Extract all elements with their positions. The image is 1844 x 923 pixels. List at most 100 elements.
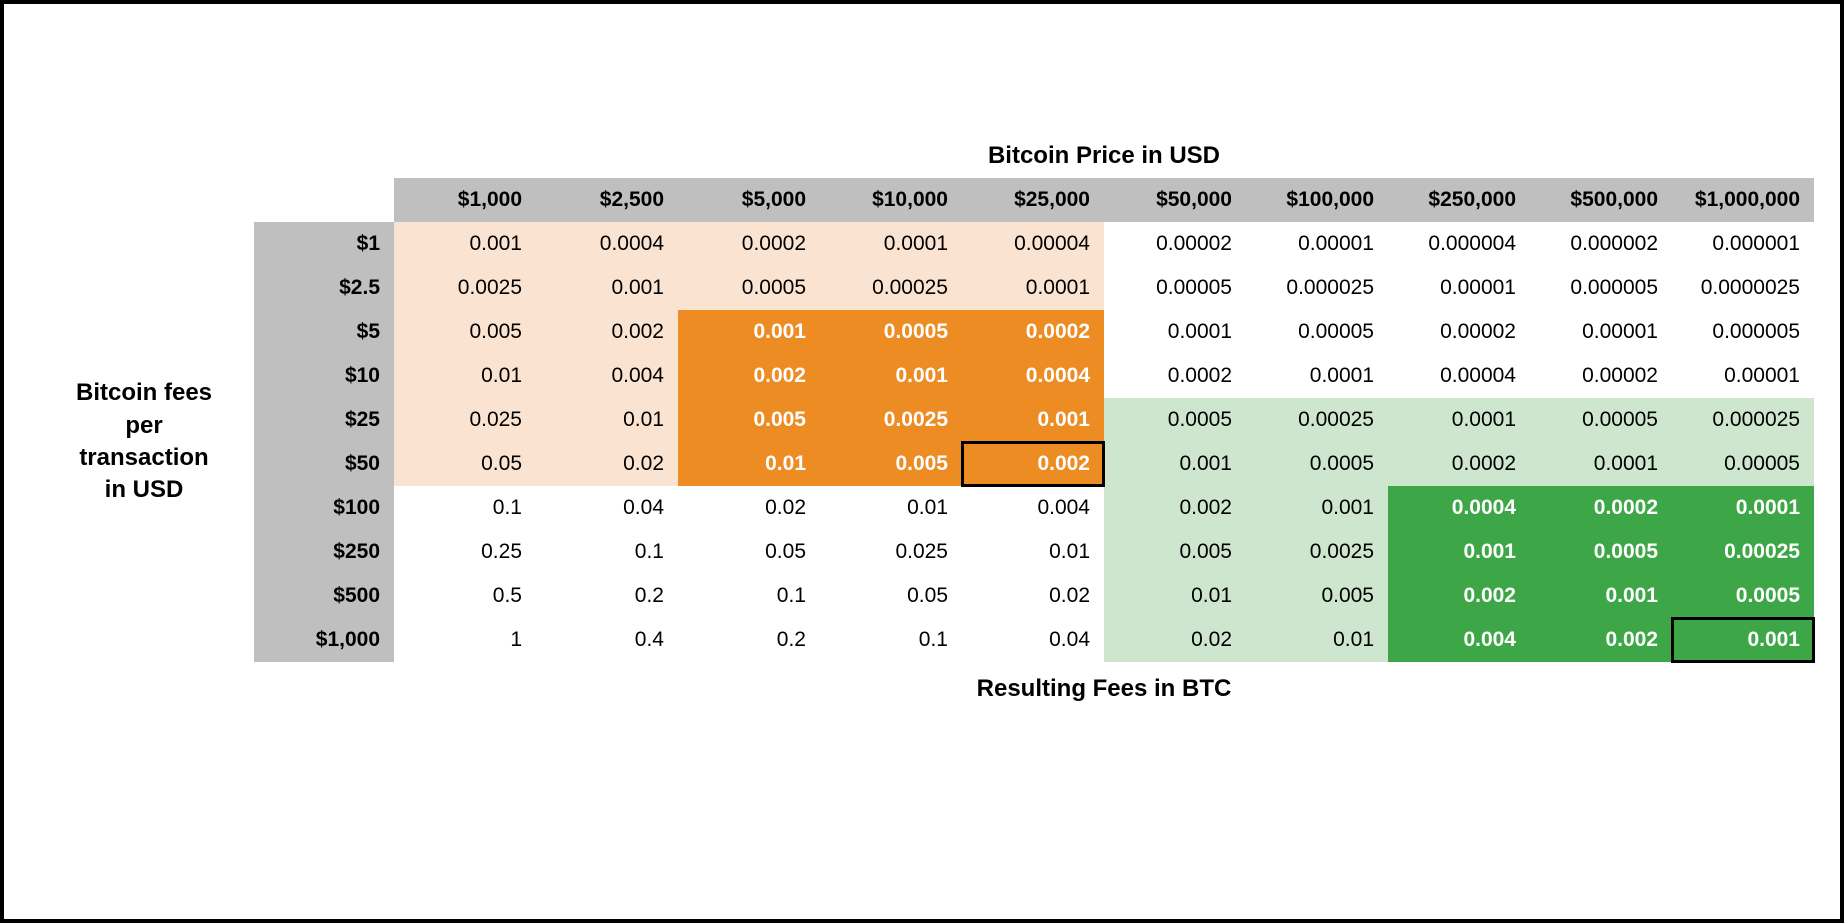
col-header: $100,000 bbox=[1246, 178, 1388, 222]
data-cell: 0.002 bbox=[536, 310, 678, 354]
data-cell: 0.00004 bbox=[1388, 354, 1530, 398]
data-cell: 0.00001 bbox=[1388, 266, 1530, 310]
data-cell: 0.001 bbox=[536, 266, 678, 310]
data-cell: 0.005 bbox=[394, 310, 536, 354]
row-header: $1,000 bbox=[254, 618, 394, 662]
data-cell: 0.0002 bbox=[1104, 354, 1246, 398]
data-cell: 0.005 bbox=[1104, 530, 1246, 574]
data-cell: 0.02 bbox=[678, 486, 820, 530]
data-cell: 0.000001 bbox=[1672, 222, 1814, 266]
data-cell: 0.02 bbox=[1104, 618, 1246, 662]
data-cell: 0.00005 bbox=[1672, 442, 1814, 486]
data-cell: 0.004 bbox=[1388, 618, 1530, 662]
data-cell: 0.2 bbox=[678, 618, 820, 662]
data-cell: 0.004 bbox=[536, 354, 678, 398]
data-cell: 0.0004 bbox=[536, 222, 678, 266]
spacer bbox=[254, 178, 394, 222]
data-cell: 0.0002 bbox=[678, 222, 820, 266]
bottom-title: Resulting Fees in BTC bbox=[394, 672, 1814, 706]
data-cell: 0.25 bbox=[394, 530, 536, 574]
data-cell: 0.00001 bbox=[1672, 354, 1814, 398]
fee-matrix-table: Bitcoin Price in USD$1,000$2,500$5,000$1… bbox=[34, 134, 1810, 706]
data-cell: 0.002 bbox=[1104, 486, 1246, 530]
data-cell: 0.0001 bbox=[1388, 398, 1530, 442]
data-cell: 0.000025 bbox=[1672, 398, 1814, 442]
col-header: $500,000 bbox=[1530, 178, 1672, 222]
row-header: $500 bbox=[254, 574, 394, 618]
data-cell: 0.005 bbox=[678, 398, 820, 442]
data-cell: 0.01 bbox=[962, 530, 1104, 574]
data-cell: 0.0001 bbox=[1246, 354, 1388, 398]
data-cell: 0.00004 bbox=[962, 222, 1104, 266]
data-cell: 0.000025 bbox=[1246, 266, 1388, 310]
data-cell: 0.00002 bbox=[1388, 310, 1530, 354]
spacer bbox=[34, 662, 254, 706]
data-cell: 0.2 bbox=[536, 574, 678, 618]
data-cell: 0.0005 bbox=[678, 266, 820, 310]
data-cell: 0.001 bbox=[678, 310, 820, 354]
data-cell: 0.04 bbox=[536, 486, 678, 530]
data-cell: 0.5 bbox=[394, 574, 536, 618]
row-header: $5 bbox=[254, 310, 394, 354]
data-cell: 0.00005 bbox=[1246, 310, 1388, 354]
data-cell: 0.002 bbox=[678, 354, 820, 398]
data-cell: 0.01 bbox=[678, 442, 820, 486]
data-cell: 0.02 bbox=[962, 574, 1104, 618]
data-cell: 1 bbox=[394, 618, 536, 662]
spacer bbox=[34, 134, 254, 178]
col-header: $5,000 bbox=[678, 178, 820, 222]
spacer bbox=[34, 178, 254, 222]
data-cell: 0.000005 bbox=[1530, 266, 1672, 310]
data-cell: 0.000004 bbox=[1388, 222, 1530, 266]
data-cell: 0.0025 bbox=[394, 266, 536, 310]
col-header: $10,000 bbox=[820, 178, 962, 222]
data-cell: 0.0005 bbox=[1246, 442, 1388, 486]
data-cell: 0.0002 bbox=[1388, 442, 1530, 486]
spacer bbox=[254, 662, 394, 706]
row-header: $50 bbox=[254, 442, 394, 486]
data-cell: 0.00005 bbox=[1104, 266, 1246, 310]
data-cell: 0.0000025 bbox=[1672, 266, 1814, 310]
spacer bbox=[254, 134, 394, 178]
data-cell: 0.025 bbox=[394, 398, 536, 442]
data-cell: 0.001 bbox=[820, 354, 962, 398]
data-cell: 0.01 bbox=[820, 486, 962, 530]
data-cell: 0.0001 bbox=[1530, 442, 1672, 486]
data-cell: 0.01 bbox=[394, 354, 536, 398]
data-cell: 0.04 bbox=[962, 618, 1104, 662]
data-cell: 0.01 bbox=[1246, 618, 1388, 662]
side-label: Bitcoin feespertransactionin USD bbox=[34, 222, 254, 662]
data-cell: 0.05 bbox=[820, 574, 962, 618]
data-cell: 0.025 bbox=[820, 530, 962, 574]
data-cell: 0.01 bbox=[536, 398, 678, 442]
row-header: $2.5 bbox=[254, 266, 394, 310]
col-header: $50,000 bbox=[1104, 178, 1246, 222]
data-cell: 0.00002 bbox=[1530, 354, 1672, 398]
data-cell: 0.00002 bbox=[1104, 222, 1246, 266]
data-cell: 0.001 bbox=[1388, 530, 1530, 574]
col-header: $1,000 bbox=[394, 178, 536, 222]
data-cell: 0.0001 bbox=[820, 222, 962, 266]
data-cell: 0.1 bbox=[820, 618, 962, 662]
data-cell: 0.02 bbox=[536, 442, 678, 486]
row-header: $10 bbox=[254, 354, 394, 398]
data-cell: 0.000002 bbox=[1530, 222, 1672, 266]
data-cell: 0.0005 bbox=[1672, 574, 1814, 618]
data-cell: 0.05 bbox=[394, 442, 536, 486]
row-header: $1 bbox=[254, 222, 394, 266]
data-cell: 0.0001 bbox=[1104, 310, 1246, 354]
top-title: Bitcoin Price in USD bbox=[394, 134, 1814, 178]
data-cell: 0.000005 bbox=[1672, 310, 1814, 354]
row-header: $100 bbox=[254, 486, 394, 530]
col-header: $2,500 bbox=[536, 178, 678, 222]
data-cell: 0.0001 bbox=[1672, 486, 1814, 530]
data-cell: 0.0002 bbox=[1530, 486, 1672, 530]
data-cell: 0.0001 bbox=[962, 266, 1104, 310]
data-cell: 0.00025 bbox=[1672, 530, 1814, 574]
data-cell: 0.001 bbox=[394, 222, 536, 266]
col-header: $1,000,000 bbox=[1672, 178, 1814, 222]
data-cell: 0.00025 bbox=[820, 266, 962, 310]
data-cell: 0.1 bbox=[678, 574, 820, 618]
col-header: $250,000 bbox=[1388, 178, 1530, 222]
data-cell: 0.001 bbox=[1104, 442, 1246, 486]
